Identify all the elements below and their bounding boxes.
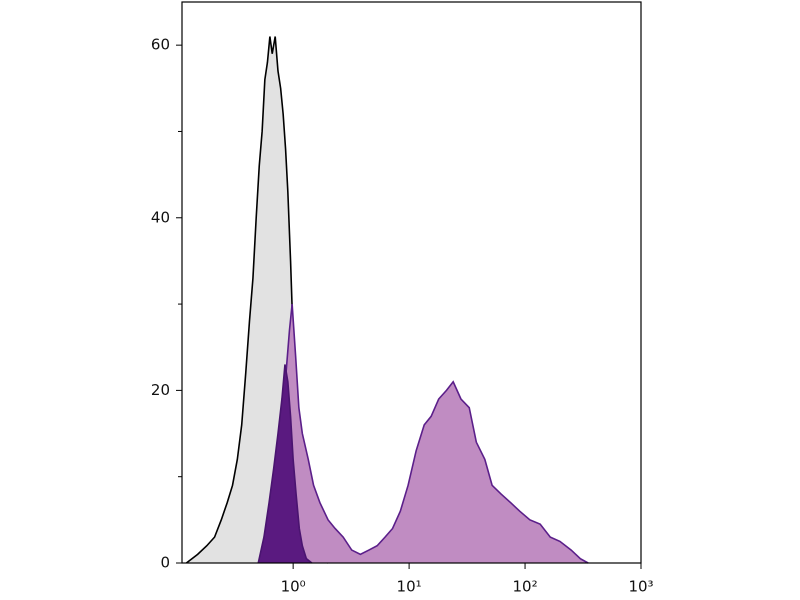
x-tick-label: 10¹ xyxy=(397,578,422,596)
area-fill xyxy=(263,304,589,563)
y-tick-label: 0 xyxy=(160,554,170,572)
histogram-line xyxy=(262,303,589,564)
x-tick-label: 10⁰ xyxy=(281,578,306,596)
plot-frame xyxy=(181,1,642,564)
y-tick-label: 40 xyxy=(151,208,170,226)
y-tick-label: 20 xyxy=(151,381,170,399)
y-tick-label: 60 xyxy=(151,36,170,54)
x-tick-label: 10³ xyxy=(628,578,653,596)
x-tick-label: 10² xyxy=(512,578,537,596)
histogram-line xyxy=(257,364,313,564)
area-fill xyxy=(258,364,312,563)
